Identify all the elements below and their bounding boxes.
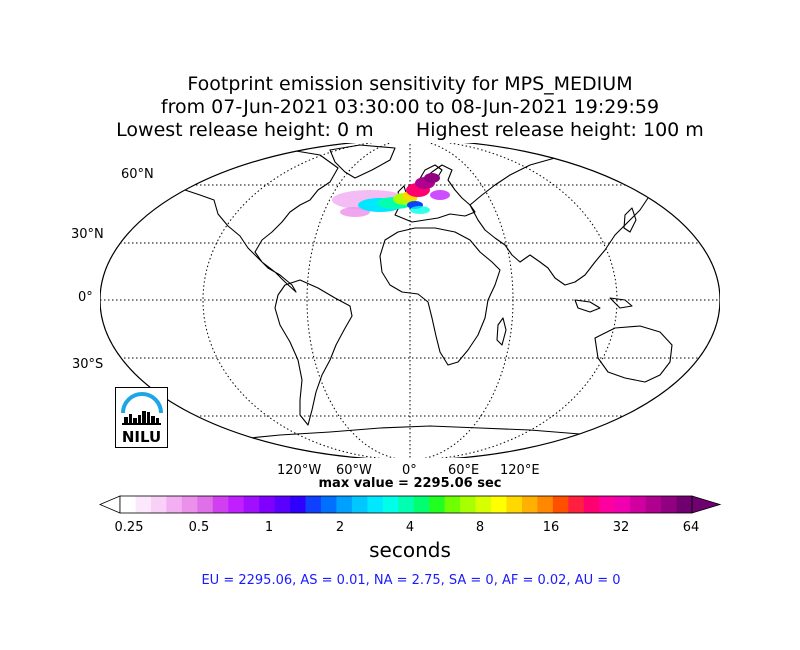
colorbar-tick-1: 0.5	[188, 520, 210, 535]
colorbar-swatch	[645, 496, 662, 513]
colorbar-swatch	[351, 496, 368, 513]
colorbar-swatch	[336, 496, 353, 513]
colorbar-swatch	[320, 496, 337, 513]
colorbar-swatch	[568, 496, 585, 513]
colorbar-swatch	[429, 496, 446, 513]
map-title-line-1: Footprint emission sensitivity for MPS_M…	[187, 73, 633, 95]
colorbar-swatch	[243, 496, 260, 513]
colorbar-swatch	[120, 496, 136, 513]
footprint-plume	[332, 173, 450, 217]
colorbar	[98, 495, 722, 514]
max-value-label: max value = 2295.06 sec	[318, 476, 502, 491]
colorbar-swatch	[166, 496, 183, 513]
highest-release-height: Highest release height: 100 m	[415, 119, 704, 141]
colorbar-swatch	[305, 496, 322, 513]
lat-label-30s: 30°S	[72, 357, 104, 372]
colorbar-tick-2: 1	[264, 520, 274, 535]
colorbar-tick-7: 32	[612, 520, 630, 535]
colorbar-swatch	[398, 496, 415, 513]
colorbar-swatch	[197, 496, 214, 513]
colorbar-swatch	[413, 496, 430, 513]
colorbar-swatch	[676, 496, 693, 513]
region-totals: EU = 2295.06, AS = 0.01, NA = 2.75, SA =…	[201, 573, 621, 588]
colorbar-swatch	[212, 496, 229, 513]
colorbar-tick-8: 64	[682, 520, 700, 535]
map-title-line-3: Lowest release height: 0 m Highest relea…	[0, 119, 800, 141]
colorbar-tick-5: 8	[475, 520, 485, 535]
map-title-line-2: from 07-Jun-2021 03:30:00 to 08-Jun-2021…	[160, 96, 660, 118]
lon-label-0: 0°	[402, 463, 417, 478]
colorbar-swatch	[614, 496, 631, 513]
lat-label-30n: 30°N	[71, 227, 104, 242]
nilu-logo: NILU	[115, 387, 168, 448]
lat-label-60n: 60°N	[121, 167, 154, 182]
lon-label-60e: 60°E	[448, 463, 480, 478]
colorbar-swatch	[274, 496, 291, 513]
colorbar-swatch	[228, 496, 245, 513]
colorbar-swatch	[259, 496, 275, 513]
lon-label-60w: 60°W	[336, 463, 372, 478]
colorbar-swatch	[599, 496, 616, 513]
colorbar-units-label: seconds	[369, 538, 451, 562]
colorbar-tick-0: 0.25	[114, 520, 144, 535]
colorbar-swatch	[290, 496, 306, 513]
colorbar-extend-min	[98, 495, 121, 514]
colorbar-swatch	[630, 496, 647, 513]
colorbar-swatch	[367, 496, 384, 513]
svg-text:NILU: NILU	[122, 428, 161, 446]
colorbar-swatch	[135, 496, 152, 513]
colorbar-swatch	[537, 496, 554, 513]
lon-label-120e: 120°E	[500, 463, 540, 478]
lon-label-120w: 120°W	[277, 463, 322, 478]
colorbar-swatch	[475, 496, 492, 513]
colorbar-swatch	[444, 496, 461, 513]
colorbar-swatch	[521, 496, 538, 513]
colorbar-swatch	[552, 496, 569, 513]
colorbar-swatch	[460, 496, 476, 513]
colorbar-tick-6: 16	[542, 520, 560, 535]
lat-label-0: 0°	[78, 290, 93, 305]
colorbar-swatch	[583, 496, 600, 513]
colorbar-swatch	[491, 496, 507, 513]
colorbar-tick-3: 2	[335, 520, 345, 535]
colorbar-tick-4: 4	[405, 520, 415, 535]
colorbar-swatch	[150, 496, 167, 513]
lowest-release-height: Lowest release height: 0 m	[116, 119, 374, 141]
colorbar-swatch	[181, 496, 198, 513]
colorbar-swatch	[661, 496, 677, 513]
colorbar-swatch	[506, 496, 523, 513]
colorbar-extend-max	[691, 495, 722, 514]
colorbar-frame	[119, 495, 693, 514]
colorbar-swatch	[382, 496, 399, 513]
